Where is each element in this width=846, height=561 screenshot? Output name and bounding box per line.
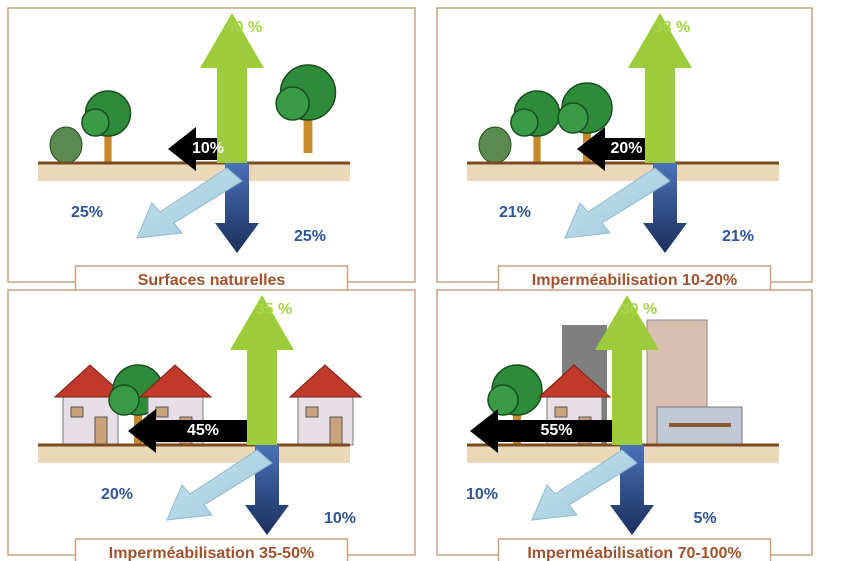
deep-infiltration-label: 10% — [324, 510, 356, 527]
panel: 38 % 20% 21% 21% Imperméabilisation 10-20% — [437, 8, 812, 296]
evapotranspiration-label: 40 % — [226, 19, 262, 36]
tree-crown — [109, 385, 139, 415]
deep-infiltration-label: 5% — [693, 510, 716, 527]
bush — [479, 127, 511, 163]
evapotranspiration-label: 38 % — [654, 19, 690, 36]
tree-crown — [276, 87, 309, 120]
tree-crown — [558, 103, 588, 133]
shallow-infiltration-label: 21% — [499, 204, 531, 221]
deep-infiltration-label: 21% — [722, 228, 754, 245]
shallow-infiltration-label: 25% — [71, 204, 103, 221]
panel-title: Imperméabilisation 10-20% — [532, 272, 737, 289]
evapotranspiration-label: 30 % — [621, 301, 657, 318]
building-stripe — [669, 423, 731, 427]
panel: 35 % 45% 20% 10% Imperméabilisation 35-50% — [8, 290, 415, 561]
ground — [467, 163, 779, 181]
panel-title: Imperméabilisation 70-100% — [527, 545, 741, 561]
shallow-infiltration-label: 20% — [101, 486, 133, 503]
house-window — [156, 407, 168, 417]
diagram: 40 % 10% 25% 25% Surfaces naturelles 38 % 20% 2… — [0, 0, 846, 561]
house-window — [71, 407, 83, 417]
house-door — [330, 417, 342, 445]
house-wall — [298, 395, 353, 445]
house-window — [306, 407, 318, 417]
shallow-infiltration-label: 10% — [466, 486, 498, 503]
tree-crown — [82, 109, 109, 136]
panel-title: Surfaces naturelles — [138, 272, 286, 289]
evapotranspiration-label: 35 % — [256, 301, 292, 318]
tree-crown — [511, 109, 538, 136]
bush — [50, 127, 82, 163]
deep-infiltration-label: 25% — [294, 228, 326, 245]
runoff-label: 20% — [610, 140, 642, 157]
ground — [38, 445, 350, 463]
panel: 40 % 10% 25% 25% Surfaces naturelles — [8, 8, 415, 296]
panel: 30 % 55% 10% 5% Imperméabilisation 70-100% — [437, 290, 812, 561]
runoff-label: 10% — [192, 140, 224, 157]
house-door — [95, 417, 107, 445]
panel-title: Imperméabilisation 35-50% — [109, 545, 314, 561]
runoff-label: 55% — [540, 422, 572, 439]
runoff-label: 45% — [187, 422, 219, 439]
house-window — [555, 407, 567, 417]
tree-crown — [488, 385, 518, 415]
